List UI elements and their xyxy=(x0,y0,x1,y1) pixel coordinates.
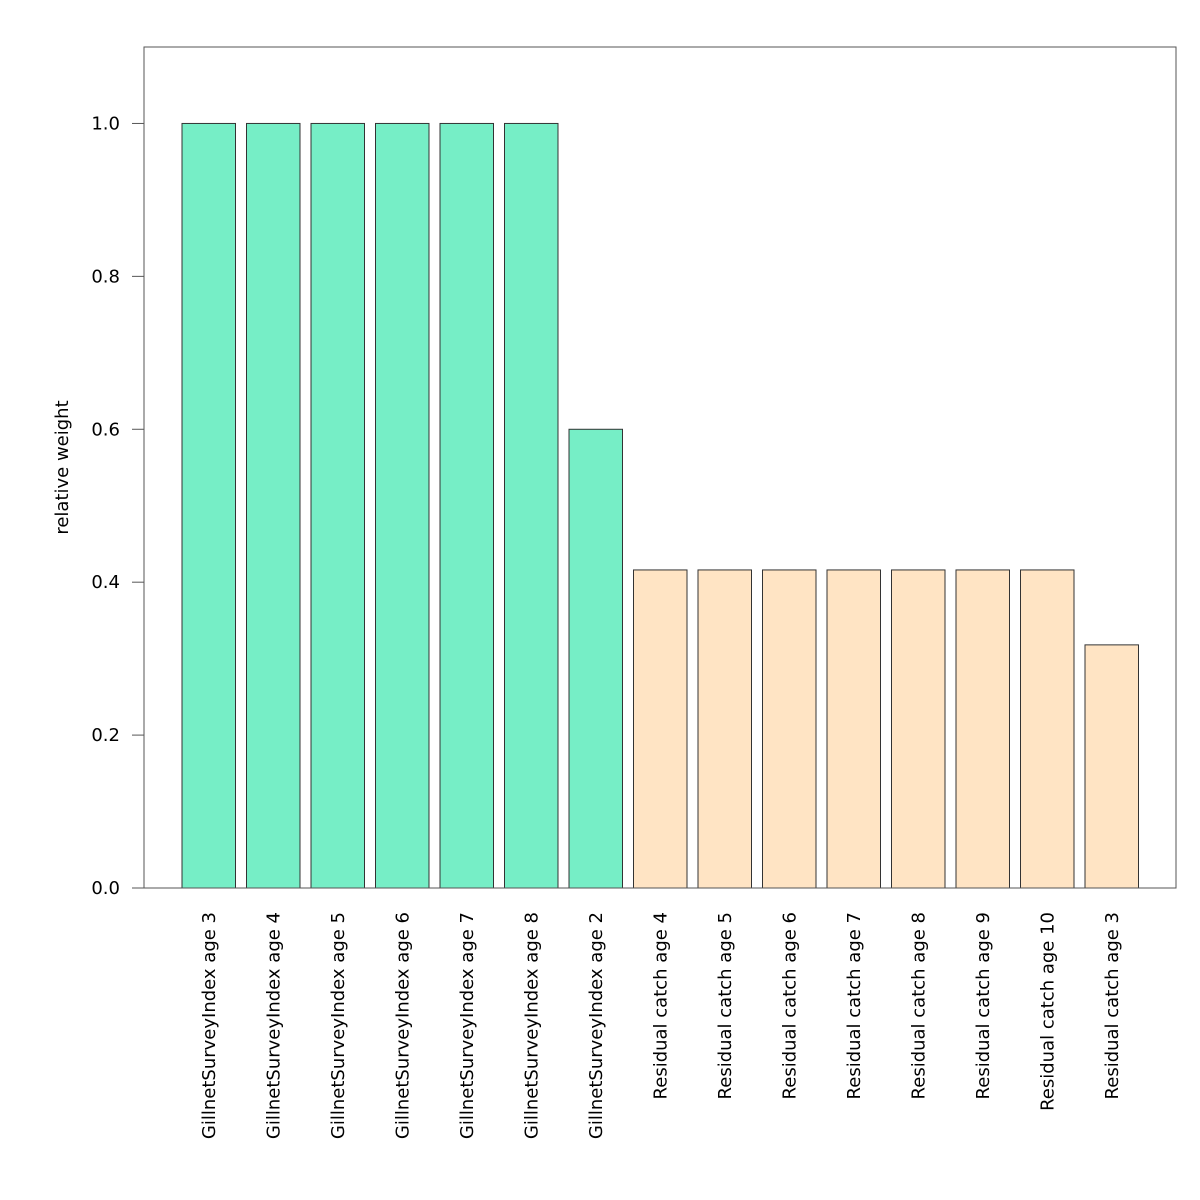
bar-13 xyxy=(955,569,1010,889)
x-tick-label: Residual catch age 5 xyxy=(715,912,736,1099)
x-tick-label: GillnetSurveyIndex age 4 xyxy=(263,912,284,1139)
bar-12 xyxy=(891,569,946,889)
bar-3 xyxy=(310,122,365,889)
bar-10 xyxy=(762,569,817,889)
x-tick-label: GillnetSurveyIndex age 6 xyxy=(392,912,413,1139)
x-tick-labels: GillnetSurveyIndex age 3 GillnetSurveyInd… xyxy=(199,912,1123,1139)
bar-15 xyxy=(1084,644,1139,889)
x-tick-label: Residual catch age 4 xyxy=(650,912,671,1099)
bar-7 xyxy=(568,428,623,889)
x-tick-label: Residual catch age 9 xyxy=(973,912,994,1099)
plot-frame xyxy=(143,46,1177,889)
y-tick-label: 0.8 xyxy=(91,266,120,287)
y-axis-label: relative weight xyxy=(52,400,73,534)
bar-4 xyxy=(375,122,430,889)
bar-9 xyxy=(697,569,752,889)
y-tick-label: 0.2 xyxy=(91,725,120,746)
bar-11 xyxy=(826,569,881,889)
x-tick-label: GillnetSurveyIndex age 2 xyxy=(586,912,607,1139)
x-tick-label: Residual catch age 3 xyxy=(1102,912,1123,1099)
x-tick-label: Residual catch age 7 xyxy=(844,912,865,1099)
bar-5 xyxy=(439,122,494,889)
x-tick-label: GillnetSurveyIndex age 8 xyxy=(521,912,542,1139)
x-tick-label: Residual catch age 6 xyxy=(779,912,800,1099)
y-tick-label: 0.6 xyxy=(91,419,120,440)
bar-14 xyxy=(1020,569,1075,889)
y-axis: 0.0 0.2 0.4 0.6 0.8 1.0 xyxy=(91,113,144,899)
bars-group xyxy=(181,122,1139,889)
bar-1 xyxy=(181,122,236,889)
bar-2 xyxy=(246,122,301,889)
bar-6 xyxy=(504,122,559,889)
y-tick-label: 0.4 xyxy=(91,572,120,593)
x-tick-label: GillnetSurveyIndex age 5 xyxy=(328,912,349,1139)
x-tick-label: Residual catch age 8 xyxy=(908,912,929,1099)
x-tick-label: GillnetSurveyIndex age 3 xyxy=(199,912,220,1139)
y-tick-label: 0.0 xyxy=(91,878,120,899)
x-tick-label: GillnetSurveyIndex age 7 xyxy=(457,912,478,1139)
bar-8 xyxy=(633,569,688,889)
y-tick-label: 1.0 xyxy=(91,113,120,134)
x-tick-label: Residual catch age 10 xyxy=(1037,912,1058,1111)
